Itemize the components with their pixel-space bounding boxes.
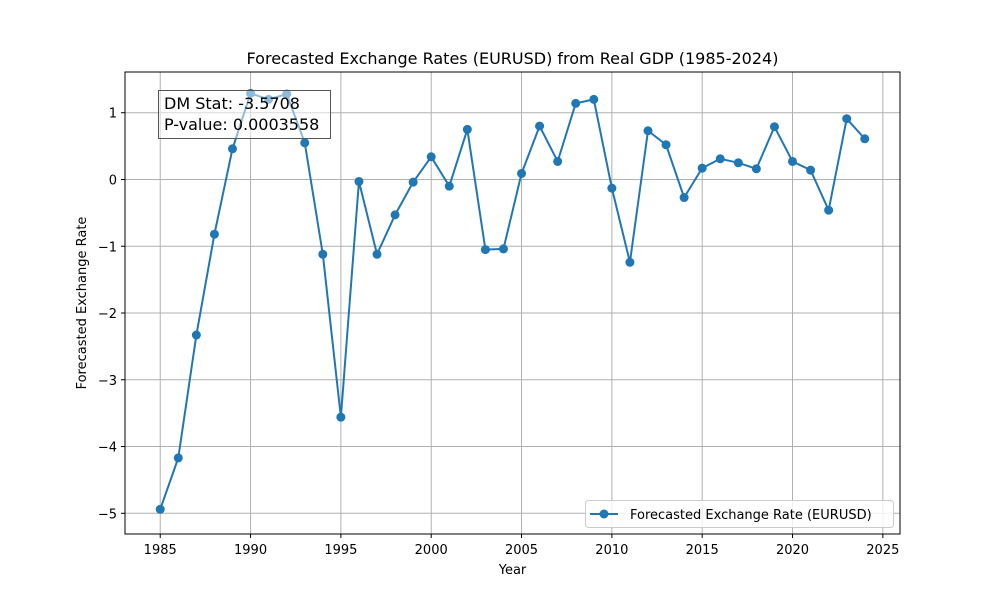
data-point [535, 121, 545, 131]
y-tick-label: 0 [109, 173, 117, 188]
data-point [751, 164, 761, 174]
data-point [390, 210, 400, 220]
data-point [480, 245, 490, 255]
data-point [806, 165, 816, 175]
data-point [733, 158, 743, 168]
data-point [444, 181, 454, 191]
x-tick-label: 2020 [776, 543, 809, 558]
p-value-text: P-value: 0.0003558 [164, 115, 319, 134]
data-point [679, 193, 689, 203]
data-point [426, 152, 436, 162]
legend: Forecasted Exchange Rate (EURUSD) [585, 500, 894, 528]
stats-annotation-frame [158, 90, 331, 139]
chart-title: Forecasted Exchange Rates (EURUSD) from … [247, 49, 779, 68]
data-point [191, 330, 201, 340]
y-tick-label: −1 [98, 240, 117, 255]
y-tick-label: −2 [98, 307, 117, 322]
data-point [625, 257, 635, 267]
y-tick-label: 1 [109, 107, 117, 122]
x-tick-label: 1990 [234, 543, 267, 558]
data-point [661, 140, 671, 150]
data-point [173, 453, 183, 463]
data-series [155, 88, 870, 514]
stats-annotation-box: DM Stat: -3.5708 P-value: 0.0003558 [158, 90, 331, 139]
x-tick-label: 2000 [415, 543, 448, 558]
data-point [155, 504, 165, 514]
y-tick-label: −5 [98, 507, 117, 522]
data-point [788, 156, 798, 166]
data-point [354, 176, 364, 186]
data-point [697, 163, 707, 173]
x-tick-label: 2005 [505, 543, 538, 558]
data-point [571, 98, 581, 108]
y-tick-label: −3 [98, 374, 117, 389]
data-point [517, 168, 527, 178]
x-tick-label: 2025 [866, 543, 899, 558]
data-point [462, 124, 472, 134]
data-point [372, 249, 382, 259]
data-point [553, 156, 563, 166]
legend-label: Forecasted Exchange Rate (EURUSD) [630, 508, 872, 523]
data-point [408, 177, 418, 187]
data-point [209, 229, 219, 239]
dm-stat-text: DM Stat: -3.5708 [164, 94, 300, 113]
x-tick-label: 1985 [144, 543, 177, 558]
legend-frame [585, 500, 894, 528]
data-point [589, 94, 599, 104]
y-tick-labels: −5 −4 −3 −2 −1 0 1 [98, 107, 117, 523]
data-point [336, 412, 346, 422]
legend-point-marker [599, 509, 609, 519]
data-point [769, 122, 779, 132]
data-point [643, 126, 653, 136]
axis-ticks [121, 112, 884, 538]
x-axis-label: Year [498, 563, 527, 578]
data-point [227, 144, 237, 154]
y-axis-label: Forecasted Exchange Rate [75, 217, 90, 390]
y-tick-label: −4 [98, 441, 117, 456]
data-point [607, 183, 617, 193]
x-tick-label: 2010 [595, 543, 628, 558]
data-point [842, 114, 852, 124]
x-tick-labels: 1985 1990 1995 2000 2005 2010 2015 2020 2025 [144, 543, 900, 558]
plot-frame [124, 71, 901, 535]
data-point [715, 154, 725, 164]
data-point [824, 205, 834, 215]
data-point [860, 134, 870, 144]
data-point [498, 244, 508, 254]
data-point [318, 249, 328, 259]
x-tick-label: 1995 [324, 543, 357, 558]
data-point [300, 138, 310, 148]
x-tick-label: 2015 [686, 543, 719, 558]
